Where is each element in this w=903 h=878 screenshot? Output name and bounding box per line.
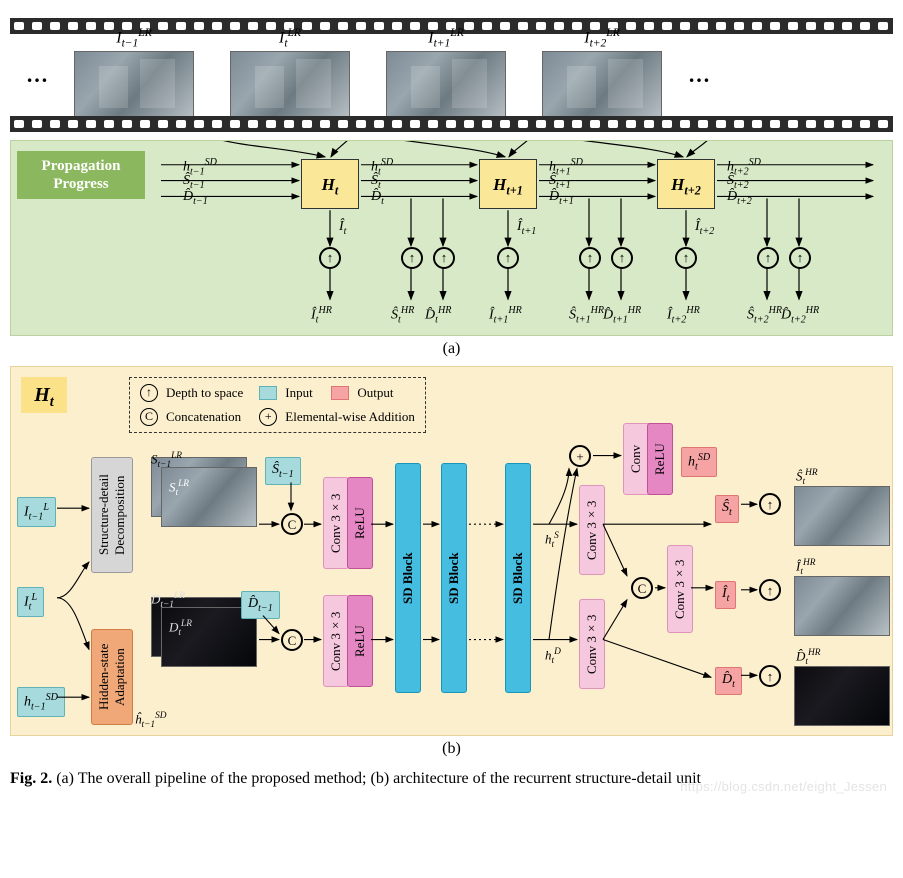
hr-output-label: D̂t+2HR	[781, 305, 819, 325]
sd-block-3: SD Block	[505, 463, 531, 693]
prop-row-label: D̂t	[371, 189, 384, 207]
hidden-adaptation-box: Hidden-state Adaptation	[91, 629, 133, 725]
S-cur-lbl: StLR	[169, 479, 189, 498]
input-Dhat-prev: D̂t−1	[241, 591, 280, 619]
out-Dhat: D̂t	[715, 667, 742, 695]
H-block: Ht+1	[479, 159, 537, 209]
add-icon: +	[569, 445, 591, 467]
input-h-prev: ht−1SD	[17, 687, 65, 717]
hr-output-label: D̂t+1HR	[603, 305, 641, 325]
propagation-panel: Propagation Progress	[10, 140, 893, 336]
d2s-S-icon: ↑	[759, 493, 781, 515]
hr-S-lbl: ŜtHR	[796, 468, 818, 487]
figure-caption: Fig. 2. (a) The overall pipeline of the …	[10, 768, 893, 800]
subcaption-b: (b)	[10, 740, 893, 758]
D-prev-lbl: Dt−1LR	[151, 591, 185, 610]
conv-bot: Conv 3×3	[323, 595, 349, 687]
badge-line2: Progress	[53, 176, 108, 192]
depth2space-icon: ↑	[433, 247, 455, 269]
sd-decomposition-box: Structure-detail Decomposition	[91, 457, 133, 573]
conv-D-out: Conv 3×3	[579, 599, 605, 689]
legend-output: Output	[331, 385, 396, 401]
film-frame: It−1LR	[74, 27, 194, 124]
concat-S-icon: C	[281, 513, 303, 535]
input-I-cur: ItL	[17, 587, 44, 617]
D-cur-lbl: DtLR	[169, 619, 192, 638]
H-block: Ht	[301, 159, 359, 209]
d2s-D-icon: ↑	[759, 665, 781, 687]
film-frame: It+2LR	[542, 27, 662, 124]
hr-I-thumb	[794, 576, 890, 636]
S-prev-lbl: St−1LR	[151, 451, 182, 470]
concat-SD-icon: C	[631, 577, 653, 599]
watermark: https://blog.csdn.net/eight_Jessen	[680, 778, 887, 796]
caption-text: (a) The overall pipeline of the proposed…	[52, 770, 701, 787]
sd-block-2: SD Block	[441, 463, 467, 693]
legend-concat: CConcatenation	[140, 408, 243, 426]
depth2space-icon: ↑	[497, 247, 519, 269]
out-Ihat: Ît	[715, 581, 736, 609]
input-I-prev: It−1L	[17, 497, 56, 527]
hr-output-label: ÎtHR	[311, 305, 332, 325]
film-frame: ItLR	[230, 27, 350, 124]
legend-depth2space: ↑Depth to space	[140, 384, 243, 402]
hr-S-thumb	[794, 486, 890, 546]
hr-output-label: ŜtHR	[391, 305, 414, 325]
depth2space-icon: ↑	[789, 247, 811, 269]
hS-lbl: htS	[545, 531, 559, 550]
sd-block-1: SD Block	[395, 463, 421, 693]
propagation-badge: Propagation Progress	[17, 151, 145, 199]
Ihat-label: Ît	[339, 219, 346, 237]
ellipsis-left: …	[26, 62, 48, 88]
legend-box: ↑Depth to space Input Output CConcatenat…	[129, 377, 426, 433]
hD-lbl: htD	[545, 647, 561, 666]
legend-input: Input	[259, 385, 315, 401]
depth2space-icon: ↑	[611, 247, 633, 269]
architecture-panel: Ht ↑Depth to space Input Output CConcate…	[10, 366, 893, 736]
depth2space-icon: ↑	[401, 247, 423, 269]
relu-top: ReLU	[347, 477, 373, 569]
film-strip: … It−1LR ItLR It+1LR It+2LR …	[10, 6, 893, 136]
arch-title: Ht	[21, 377, 67, 413]
conv-S-out: Conv 3×3	[579, 485, 605, 575]
concat-D-icon: C	[281, 629, 303, 651]
prop-row-label: D̂t+2	[727, 189, 752, 207]
hr-output-label: Ŝt+1HR	[569, 305, 604, 325]
hr-output-label: Ît+1HR	[489, 305, 522, 325]
prop-row-label: D̂t+1	[549, 189, 574, 207]
H-block: Ht+2	[657, 159, 715, 209]
input-Shat-prev: Ŝt−1	[265, 457, 301, 485]
out-Shat: Ŝt	[715, 495, 739, 523]
conv-Ihat: Conv 3×3	[667, 545, 693, 633]
hr-output-label: Ît+2HR	[667, 305, 700, 325]
conv-top: Conv 3×3	[323, 477, 349, 569]
film-frame: It+1LR	[386, 27, 506, 124]
Ihat-label: Ît+1	[517, 219, 536, 237]
caption-bold: Fig. 2.	[10, 770, 52, 787]
prop-row-label: D̂t−1	[183, 189, 208, 207]
relu-hsd: ReLU	[647, 423, 673, 495]
hr-output-label: D̂tHR	[425, 305, 451, 325]
hr-output-label: Ŝt+2HR	[747, 305, 782, 325]
ellipsis-right: …	[688, 62, 710, 88]
depth2space-icon: ↑	[579, 247, 601, 269]
depth2space-icon: ↑	[675, 247, 697, 269]
legend-addition: +Elemental-wise Addition	[259, 408, 415, 426]
hr-I-lbl: ÎtHR	[796, 558, 815, 577]
hhat-prev-lbl: ĥt−1SD	[135, 711, 167, 730]
Ihat-label: Ît+2	[695, 219, 714, 237]
relu-bot: ReLU	[347, 595, 373, 687]
badge-line1: Propagation	[42, 158, 121, 174]
film-perforation-bottom	[10, 116, 893, 132]
subcaption-a: (a)	[10, 340, 893, 358]
hr-D-thumb	[794, 666, 890, 726]
d2s-I-icon: ↑	[759, 579, 781, 601]
depth2space-icon: ↑	[319, 247, 341, 269]
out-hsd: htSD	[681, 447, 717, 477]
hr-D-lbl: D̂tHR	[796, 648, 820, 667]
depth2space-icon: ↑	[757, 247, 779, 269]
